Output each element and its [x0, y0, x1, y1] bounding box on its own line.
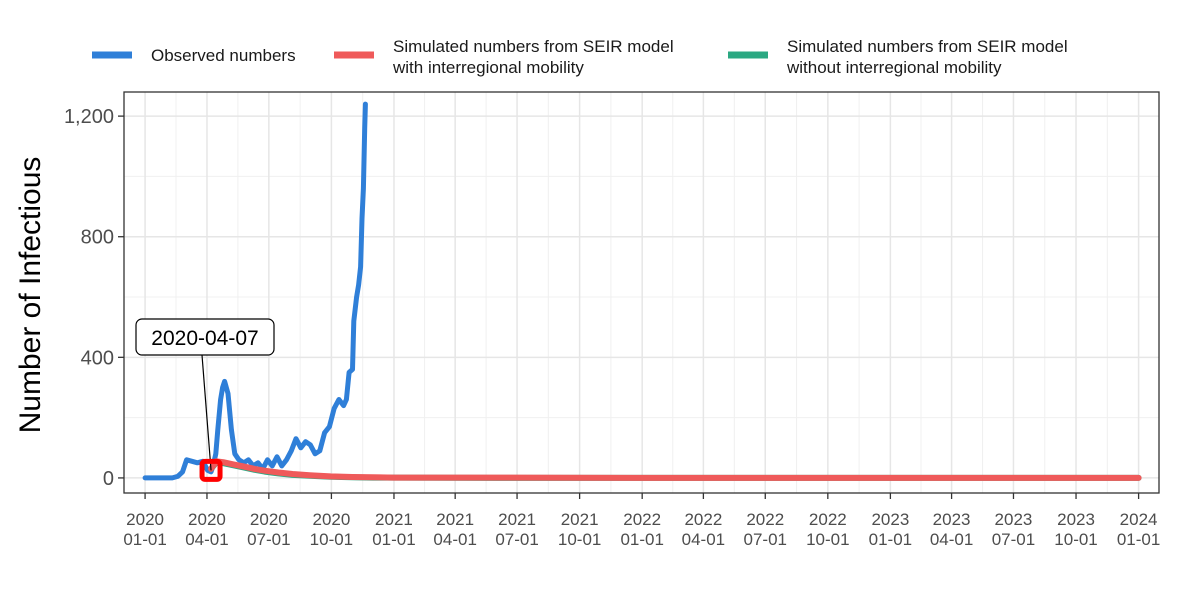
x-tick-label-date: 07-01	[495, 530, 538, 549]
x-tick-label-date: 04-01	[185, 530, 228, 549]
annotation-label: 2020-04-07	[151, 327, 258, 350]
annotation: 2020-04-07	[135, 318, 275, 482]
x-tick-label-year: 2024	[1120, 510, 1158, 529]
legend-label-line2: without interregional mobility	[786, 58, 1002, 77]
x-tick-label-date: 04-01	[433, 530, 476, 549]
x-tick-label-year: 2023	[871, 510, 909, 529]
legend-label-line1: Simulated numbers from SEIR model	[787, 37, 1068, 56]
annotation-marker	[199, 458, 223, 482]
x-tick-label-year: 2020	[126, 510, 164, 529]
x-tick-label-date: 10-01	[310, 530, 353, 549]
x-tick-label-date: 04-01	[682, 530, 725, 549]
annotation-label-box	[135, 318, 275, 356]
x-tick-label-year: 2022	[623, 510, 661, 529]
series-layer	[142, 101, 1142, 481]
series-seir-with-mobility-line	[208, 458, 1142, 481]
series-observed-line	[142, 101, 368, 481]
x-axis: 202001-01202004-01202007-01202010-012021…	[123, 493, 1160, 549]
legend-label-line2: with interregional mobility	[392, 58, 584, 77]
panel-border	[123, 91, 1160, 494]
x-tick-label-year: 2023	[933, 510, 971, 529]
x-tick-label-year: 2020	[250, 510, 288, 529]
legend-label: Observed numbers	[151, 46, 296, 65]
x-tick-label-year: 2023	[1057, 510, 1095, 529]
annotation-leader-line	[201, 354, 212, 471]
x-tick-label-date: 10-01	[1054, 530, 1097, 549]
x-tick-label-date: 01-01	[620, 530, 663, 549]
y-tick-label: 800	[81, 227, 114, 249]
x-tick-label-date: 01-01	[869, 530, 912, 549]
y-axis: 0 400 800 1,200	[64, 106, 124, 490]
legend-label-line1: Simulated numbers from SEIR model	[393, 37, 674, 56]
x-tick-label-date: 07-01	[744, 530, 787, 549]
x-tick-label-year: 2021	[436, 510, 474, 529]
y-tick-label: 1,200	[64, 106, 114, 128]
x-tick-label-date: 01-01	[1117, 530, 1160, 549]
x-tick-label-year: 2020	[188, 510, 226, 529]
x-tick-label-year: 2021	[498, 510, 536, 529]
x-tick-label-year: 2022	[809, 510, 847, 529]
legend: Observed numbers Simulated numbers from S…	[92, 37, 1068, 77]
x-tick-label-year: 2022	[746, 510, 784, 529]
x-tick-label-date: 07-01	[247, 530, 290, 549]
x-tick-label-date: 04-01	[930, 530, 973, 549]
y-tick-label: 400	[81, 347, 114, 369]
x-tick-label-date: 07-01	[992, 530, 1035, 549]
x-tick-label-year: 2021	[561, 510, 599, 529]
x-tick-label-year: 2020	[312, 510, 350, 529]
plot-area: 2020-04-07	[123, 91, 1160, 494]
x-tick-label-date: 10-01	[806, 530, 849, 549]
x-tick-label-date: 01-01	[372, 530, 415, 549]
y-tick-label: 0	[103, 468, 114, 490]
x-tick-label-date: 10-01	[558, 530, 601, 549]
x-tick-label-date: 01-01	[123, 530, 166, 549]
y-axis-label: Number of Infectious	[14, 157, 47, 434]
x-tick-label-year: 2022	[684, 510, 722, 529]
x-tick-label-year: 2023	[995, 510, 1033, 529]
x-tick-label-year: 2021	[375, 510, 413, 529]
grid	[124, 92, 1159, 493]
